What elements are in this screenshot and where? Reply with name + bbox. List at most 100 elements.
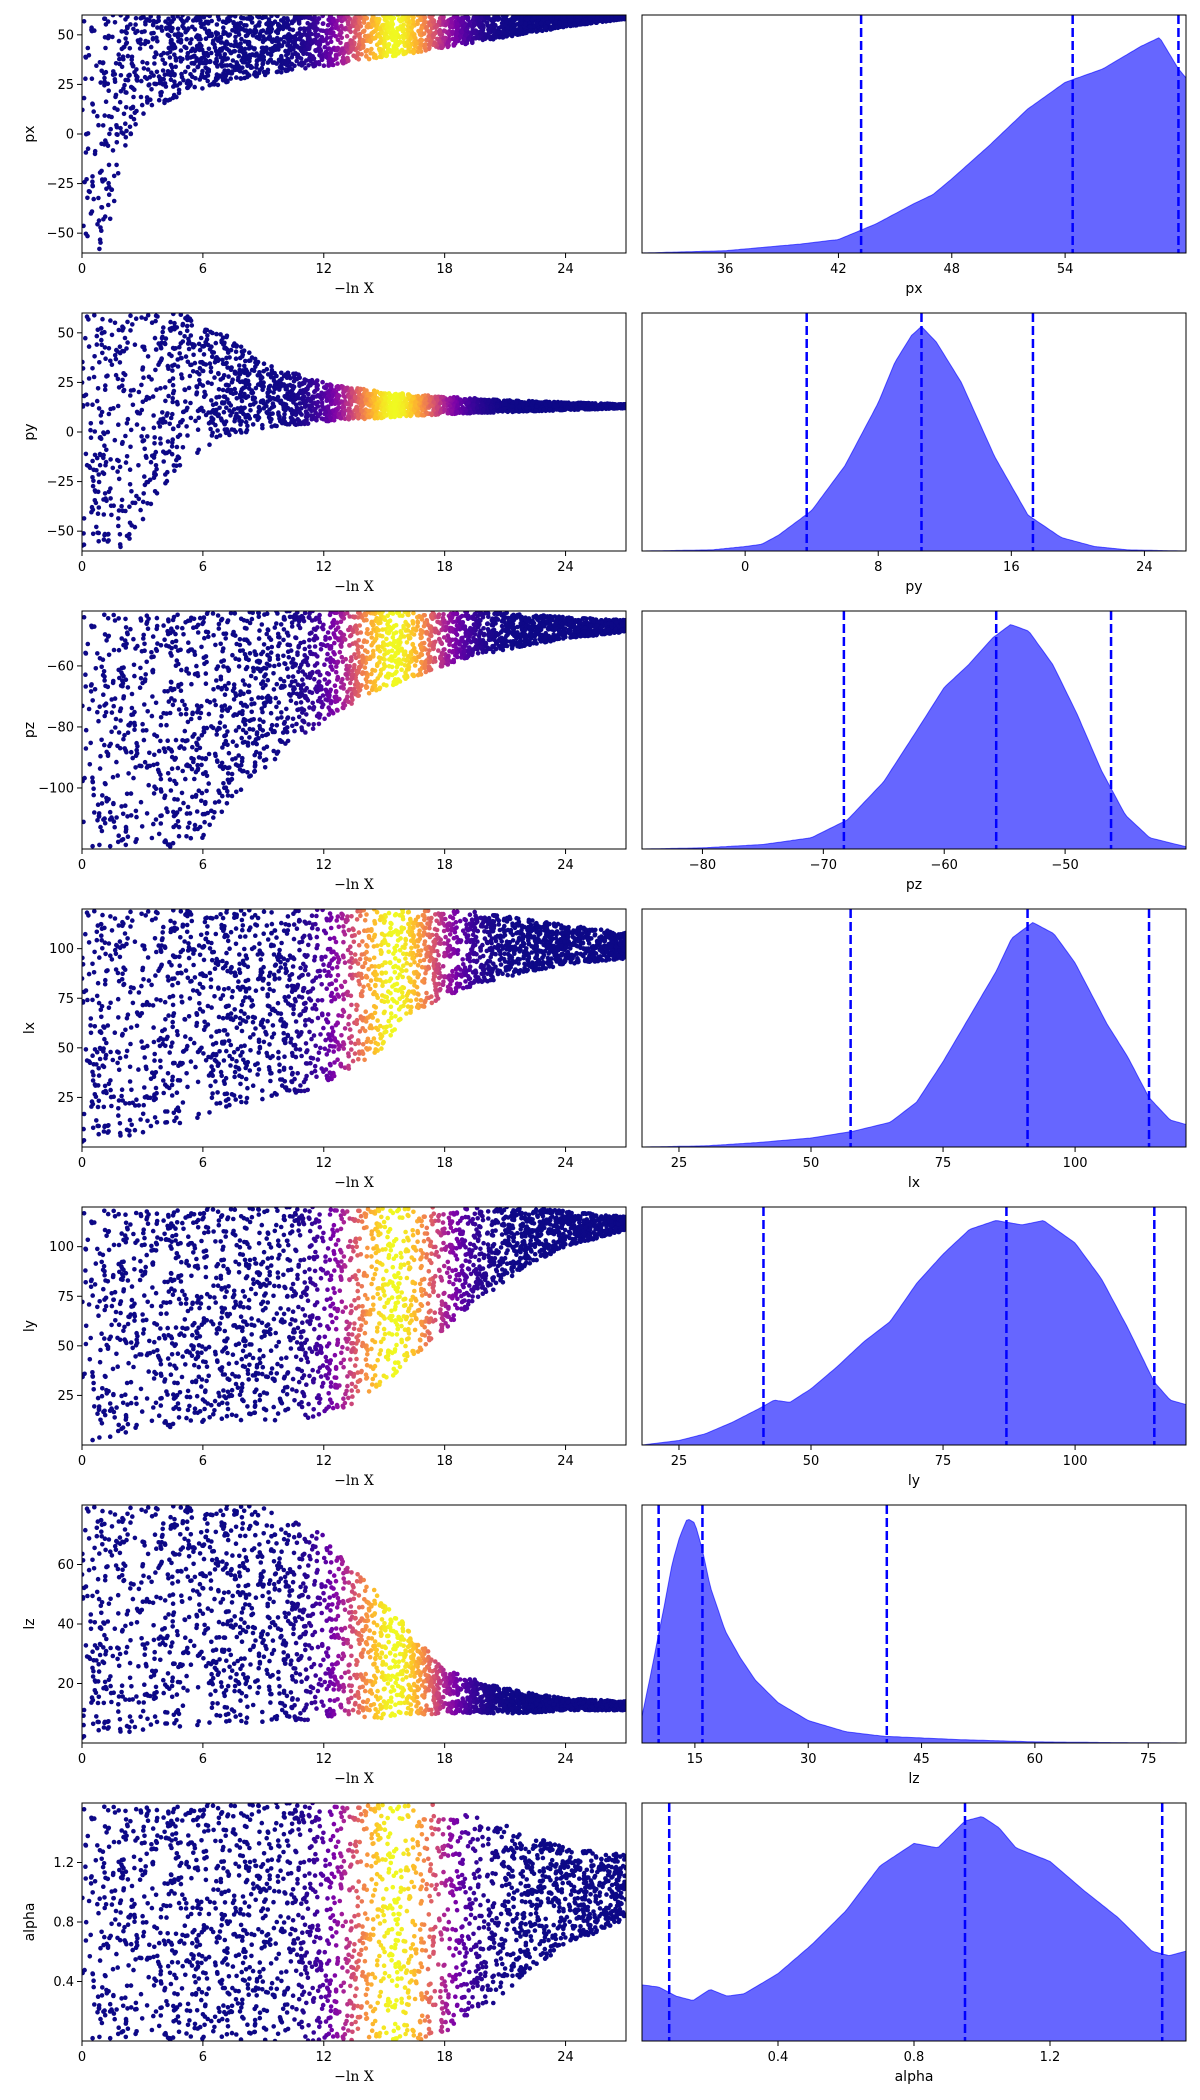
sample-point xyxy=(492,15,497,19)
sample-point xyxy=(446,39,451,45)
sample-point xyxy=(230,58,236,63)
sample-point xyxy=(465,17,471,22)
sample-point xyxy=(172,320,177,326)
sample-point xyxy=(152,335,158,341)
sample-point xyxy=(108,126,113,132)
sample-point xyxy=(371,22,376,28)
sample-point xyxy=(161,50,166,56)
sample-point xyxy=(113,356,119,362)
sample-point xyxy=(183,354,189,359)
sample-point xyxy=(557,20,562,26)
sample-point xyxy=(105,81,111,87)
sample-point xyxy=(289,19,295,24)
sample-point xyxy=(323,54,329,60)
sample-point xyxy=(224,79,229,85)
sample-point xyxy=(175,26,181,32)
sample-point xyxy=(117,344,123,350)
sample-point xyxy=(94,455,100,461)
sample-point xyxy=(304,414,310,420)
sample-point xyxy=(129,54,135,60)
sample-point xyxy=(429,411,434,416)
sample-point xyxy=(178,313,184,317)
sample-point xyxy=(162,81,168,86)
sample-point xyxy=(380,22,385,28)
sample-point xyxy=(230,391,236,397)
sample-point xyxy=(387,30,393,36)
sample-point xyxy=(421,31,427,36)
sample-point xyxy=(126,73,131,78)
sample-point xyxy=(259,29,264,34)
sample-point xyxy=(302,26,308,32)
sample-point xyxy=(153,449,159,455)
sample-point xyxy=(145,100,150,105)
sample-point xyxy=(464,15,470,18)
scatter-points xyxy=(82,313,626,550)
sample-point xyxy=(214,434,219,440)
sample-point xyxy=(367,38,373,43)
sample-point xyxy=(162,385,168,390)
sample-point xyxy=(243,52,248,57)
x-tick-label: 24 xyxy=(557,262,574,277)
sample-point xyxy=(175,455,181,460)
y-axis-label: px xyxy=(22,125,38,142)
sample-point xyxy=(237,363,242,368)
sample-point xyxy=(304,33,310,38)
sample-point xyxy=(297,15,302,20)
sample-point xyxy=(171,313,176,317)
sample-point xyxy=(158,25,164,31)
sample-point xyxy=(234,396,240,401)
sample-point xyxy=(139,102,145,108)
sample-point xyxy=(316,16,322,21)
sample-point xyxy=(175,357,180,362)
sample-point xyxy=(194,390,200,395)
sample-point xyxy=(461,406,466,411)
sample-point xyxy=(234,60,239,65)
sample-point xyxy=(211,81,216,86)
sample-point xyxy=(450,29,455,35)
sample-point xyxy=(96,218,102,223)
sample-point xyxy=(253,29,259,34)
sample-point xyxy=(538,21,544,26)
sample-point xyxy=(228,76,233,81)
sample-point xyxy=(134,493,139,499)
sample-point xyxy=(386,42,392,47)
sample-point xyxy=(491,29,497,35)
sample-point xyxy=(393,391,399,397)
sample-point xyxy=(197,407,202,413)
sample-point xyxy=(181,20,186,26)
sample-point xyxy=(101,471,107,477)
sample-point xyxy=(335,37,341,43)
sample-point xyxy=(344,42,349,47)
sample-point xyxy=(102,142,107,147)
sample-point xyxy=(102,113,107,118)
sample-point xyxy=(195,17,201,22)
sample-point xyxy=(459,15,465,21)
sample-point xyxy=(197,372,202,377)
sample-point xyxy=(269,396,275,401)
sample-point xyxy=(247,28,253,33)
sample-point xyxy=(110,15,116,18)
sample-point xyxy=(203,60,209,66)
sample-point xyxy=(260,39,266,45)
sample-point xyxy=(209,381,214,387)
sample-point xyxy=(568,18,574,23)
sample-point xyxy=(201,408,206,414)
sample-point xyxy=(315,393,321,398)
sample-point xyxy=(392,405,397,411)
sample-point xyxy=(96,195,101,201)
sample-point xyxy=(410,15,416,19)
sample-point xyxy=(100,123,106,128)
sample-point xyxy=(294,58,300,64)
sample-point xyxy=(275,21,281,27)
sample-point xyxy=(245,61,251,67)
sample-point xyxy=(454,26,460,32)
y-tick-label: 0 xyxy=(66,128,74,143)
sample-point xyxy=(286,40,291,45)
sample-point xyxy=(127,46,133,51)
sample-point xyxy=(341,393,346,399)
sample-point xyxy=(105,429,111,435)
sample-point xyxy=(353,54,358,60)
sample-point xyxy=(322,44,328,50)
sample-point xyxy=(91,196,96,202)
sample-point xyxy=(238,41,243,46)
